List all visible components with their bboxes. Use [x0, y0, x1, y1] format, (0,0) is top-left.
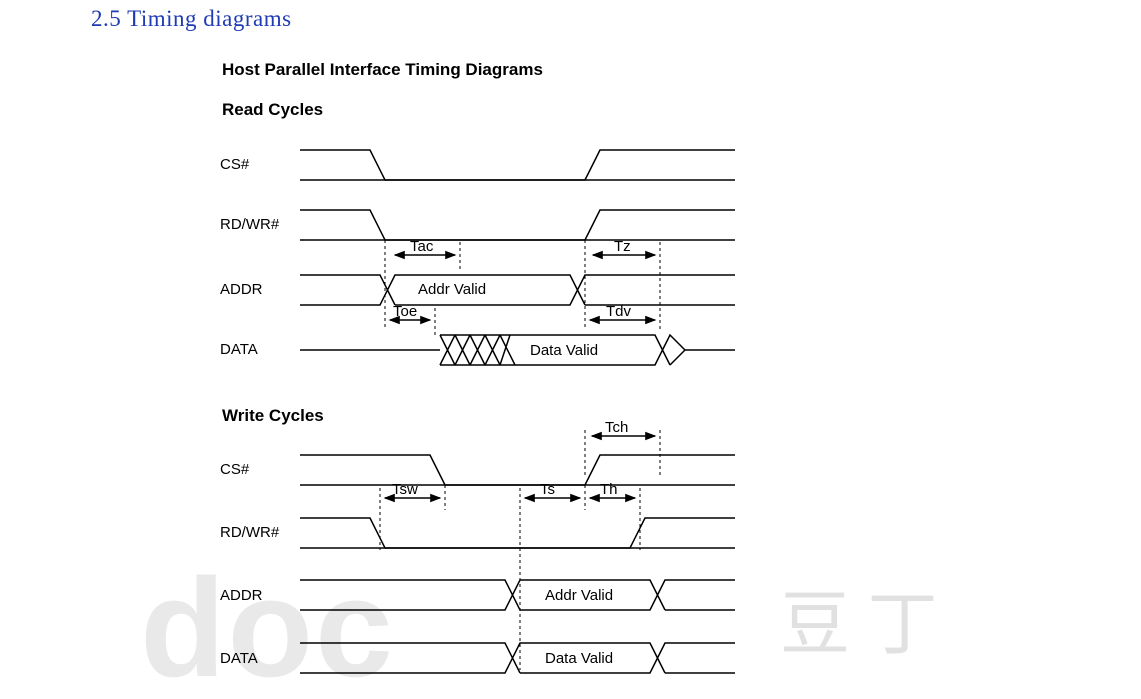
timing-tac: Tac: [410, 238, 434, 255]
watermark-cjk: 豆 丁: [780, 568, 938, 669]
signal-label-rdwr: RD/WR#: [220, 216, 280, 233]
section-heading: 2.5 Timing diagrams: [91, 6, 292, 32]
timing-tz: Tz: [614, 238, 631, 255]
signal-label-data-w: DATA: [220, 650, 258, 667]
timing-tch: Tch: [605, 420, 628, 436]
signal-label-addr-w: ADDR: [220, 587, 263, 604]
signal-label-cs: CS#: [220, 156, 250, 173]
signal-label-rdwr-w: RD/WR#: [220, 524, 280, 541]
signal-label-cs-w: CS#: [220, 461, 250, 478]
timing-ts: Ts: [540, 481, 555, 498]
data-valid-label-w: Data Valid: [545, 650, 613, 667]
data-valid-label: Data Valid: [530, 342, 598, 359]
timing-tsw: Tsw: [392, 481, 418, 498]
timing-th: Th: [600, 481, 618, 498]
diagram-title: Host Parallel Interface Timing Diagrams: [222, 60, 543, 80]
timing-tdv: Tdv: [606, 303, 632, 320]
timing-toe: Toe: [393, 303, 417, 320]
read-cycles-diagram: CS# RD/WR# Tac Tz ADDR Addr Valid Toe Td…: [0, 130, 740, 390]
signal-label-addr: ADDR: [220, 281, 263, 298]
read-cycles-title: Read Cycles: [222, 100, 323, 120]
write-cycles-diagram: Tch CS# Tsw Ts Th RD/WR# ADDR Addr Valid…: [0, 420, 740, 699]
addr-valid-label-w: Addr Valid: [545, 587, 613, 604]
signal-label-data: DATA: [220, 341, 258, 358]
addr-valid-label: Addr Valid: [418, 281, 486, 298]
